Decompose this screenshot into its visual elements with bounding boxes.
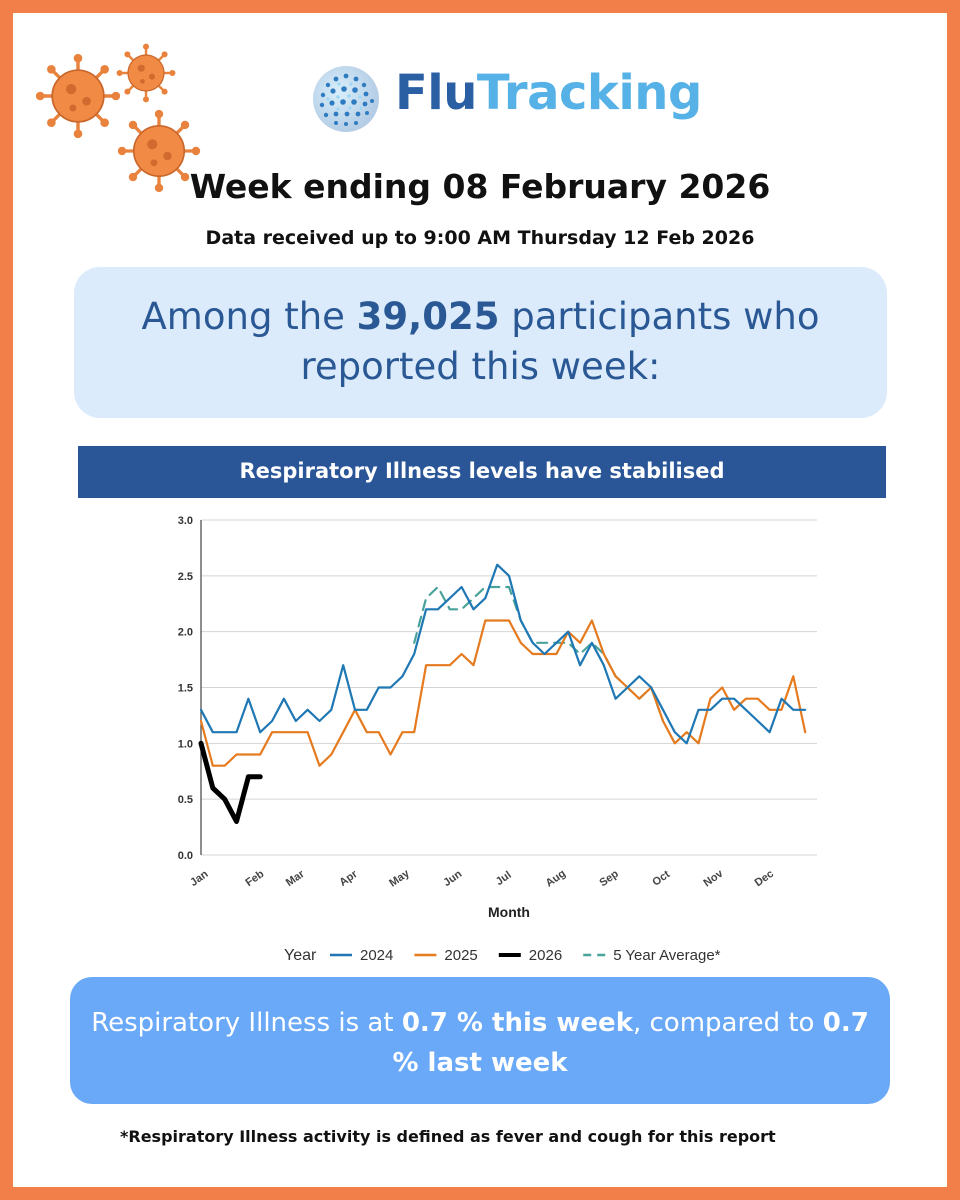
series-line-2026 (198, 740, 263, 824)
status-middle: , compared to (632, 1008, 823, 1038)
x-tick-label: Mar (284, 868, 307, 889)
y-tick-label: 0.0 (178, 850, 193, 862)
x-tick-label: Jun (441, 868, 464, 889)
banner-text: Respiratory Illness levels have stabilis… (239, 459, 725, 483)
y-tick-label: 1.5 (178, 683, 193, 695)
participants-suffix: participants who reported this week: (300, 295, 820, 388)
x-tick-label: Jan (188, 868, 211, 889)
legend-label: 5 Year Average* (613, 947, 720, 964)
y-tick-label: 1.0 (178, 738, 193, 750)
headline-banner: Respiratory Illness levels have stabilis… (78, 446, 886, 498)
y-tick-label: 0.5 (178, 794, 193, 806)
logo-text-flu: Flu (395, 65, 477, 121)
virus-icon (35, 53, 121, 139)
status-last-week: 0.7 % last week (392, 1008, 869, 1078)
x-tick-label: Aug (544, 867, 568, 889)
x-tick-label: Feb (244, 868, 267, 889)
x-tick-label: Oct (650, 868, 672, 889)
x-tick-label: Nov (701, 867, 726, 889)
y-tick-label: 2.5 (178, 571, 193, 583)
footnote: *Respiratory Illness activity is defined… (120, 1127, 776, 1146)
respiratory-illness-chart: 0.0 0.5 1.0 1.5 2.0 2.5 3.0 Jan Feb Mar Apr May Jun J… (178, 515, 817, 964)
participants-prefix: Among the (141, 295, 357, 338)
y-tick-label: 3.0 (178, 515, 193, 527)
status-this-week: 0.7 % this week (401, 1008, 633, 1038)
status-box: Respiratory Illness is at 0.7 % this wee… (70, 977, 890, 1104)
status-text: Respiratory Illness is at 0.7 % this wee… (80, 1003, 880, 1083)
flutracking-logo: FluTracking (13, 57, 947, 137)
participants-box: Among the 39,025 participants who report… (74, 267, 887, 418)
x-tick-label: Dec (753, 868, 776, 889)
x-tick-label: Sep (597, 868, 621, 890)
infographic-card: FluTracking Week ending 08 February 2026… (13, 13, 947, 1187)
virus-icon (116, 43, 176, 103)
globe-icon (313, 66, 379, 132)
participants-count: 39,025 (356, 295, 500, 338)
logo-text-tracking: Tracking (476, 65, 702, 121)
x-axis-label: Month (488, 904, 530, 920)
x-tick-label: Jul (494, 869, 514, 888)
y-tick-label: 2.0 (178, 627, 193, 639)
participants-text: Among the 39,025 participants who report… (94, 292, 867, 392)
week-title: Week ending 08 February 2026 (189, 167, 771, 206)
series-line-2025 (199, 619, 807, 767)
status-prefix: Respiratory Illness is at (91, 1008, 402, 1038)
legend-label: 2024 (360, 947, 393, 964)
legend-label: 2025 (444, 947, 477, 964)
x-tick-label: Apr (337, 868, 360, 889)
data-received-note: Data received up to 9:00 AM Thursday 12 … (205, 227, 755, 249)
virus-icon (117, 109, 201, 193)
series-line-2024 (199, 563, 807, 745)
legend-title: Year (284, 947, 317, 964)
series-line-5-year-average (413, 585, 665, 723)
logo-wordmark: FluTracking (395, 65, 702, 121)
x-tick-label: May (387, 867, 412, 890)
legend-label: 2026 (529, 947, 562, 964)
